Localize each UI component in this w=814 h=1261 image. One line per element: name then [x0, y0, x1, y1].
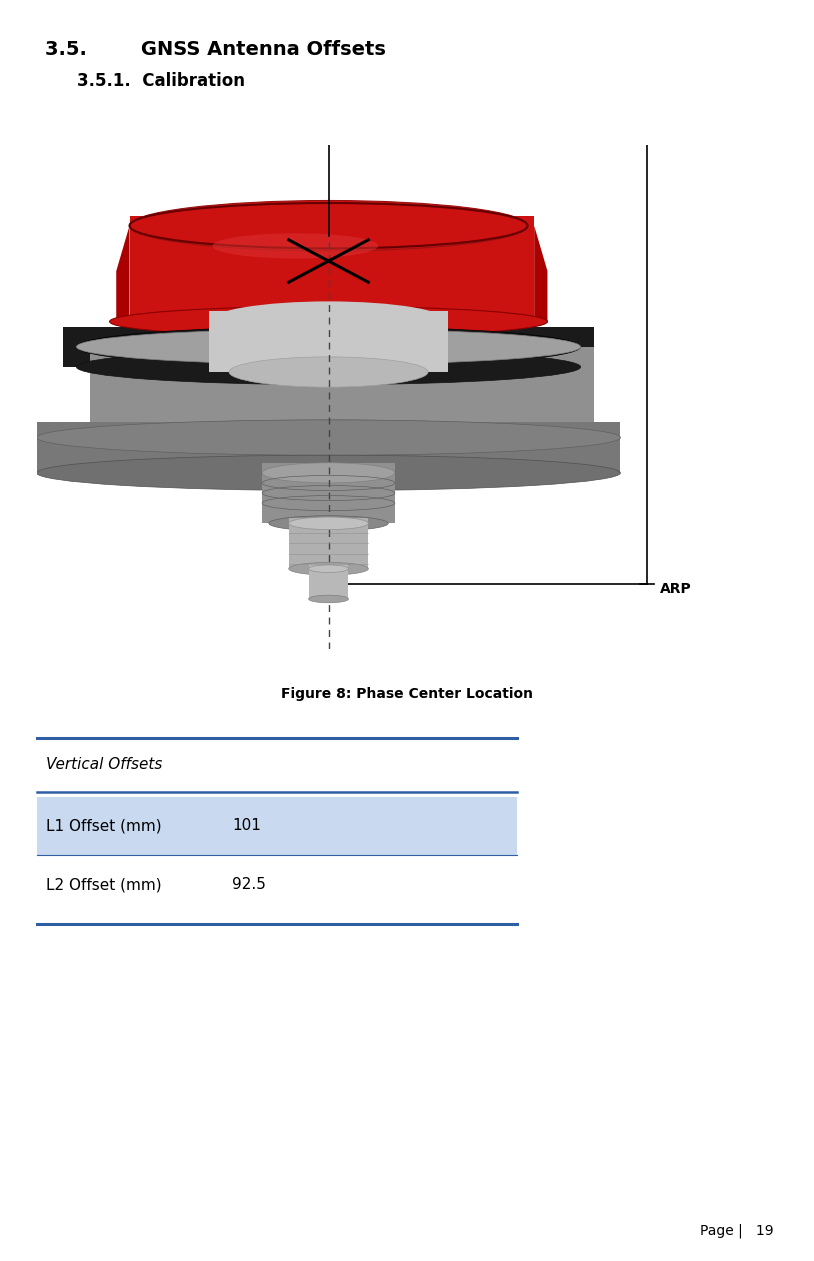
Ellipse shape	[77, 329, 580, 364]
Ellipse shape	[129, 200, 527, 251]
Ellipse shape	[309, 565, 348, 572]
Ellipse shape	[309, 595, 348, 603]
Ellipse shape	[262, 463, 395, 483]
Text: L2 Offset (mm): L2 Offset (mm)	[46, 878, 162, 892]
Bar	[37, 797, 517, 855]
Ellipse shape	[289, 517, 368, 530]
FancyBboxPatch shape	[129, 216, 534, 327]
Bar	[209, 311, 448, 372]
Ellipse shape	[209, 301, 448, 342]
Text: Vertical Offsets: Vertical Offsets	[46, 757, 163, 772]
Text: Figure 8: Phase Center Location: Figure 8: Phase Center Location	[281, 687, 533, 701]
Polygon shape	[534, 226, 548, 322]
Ellipse shape	[63, 420, 594, 455]
Ellipse shape	[37, 455, 620, 491]
Ellipse shape	[77, 349, 580, 385]
Text: Page |   19: Page | 19	[700, 1224, 773, 1238]
Text: 3.5.1.  Calibration: 3.5.1. Calibration	[77, 72, 245, 90]
Bar	[90, 347, 594, 438]
Text: 3.5.        GNSS Antenna Offsets: 3.5. GNSS Antenna Offsets	[45, 40, 386, 59]
Bar	[289, 518, 368, 569]
Ellipse shape	[37, 420, 620, 455]
Polygon shape	[116, 226, 129, 322]
Bar	[309, 564, 348, 599]
Ellipse shape	[212, 233, 379, 259]
Bar	[63, 327, 594, 367]
Text: L1 Offset (mm): L1 Offset (mm)	[46, 818, 162, 834]
Ellipse shape	[77, 327, 580, 367]
Text: ARP: ARP	[660, 581, 692, 596]
Text: 101: 101	[232, 818, 260, 834]
Bar	[262, 463, 395, 523]
Text: 92.5: 92.5	[232, 878, 266, 892]
Ellipse shape	[110, 306, 548, 337]
Ellipse shape	[229, 357, 428, 387]
Bar	[37, 422, 620, 473]
Ellipse shape	[269, 516, 388, 531]
Ellipse shape	[289, 562, 368, 575]
Ellipse shape	[212, 317, 444, 367]
